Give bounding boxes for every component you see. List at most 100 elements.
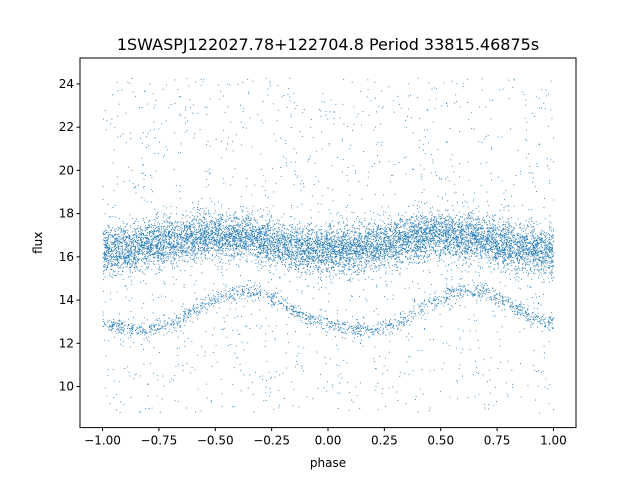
data-point: [510, 254, 511, 256]
data-point: [232, 236, 234, 238]
data-point: [328, 258, 329, 259]
data-point: [523, 267, 525, 269]
data-point: [340, 256, 342, 258]
data-point: [181, 239, 183, 241]
data-point: [536, 243, 538, 245]
data-point: [518, 246, 520, 247]
data-point: [338, 221, 340, 223]
data-point: [240, 245, 241, 247]
data-point: [167, 260, 169, 262]
data-point: [370, 268, 372, 270]
data-point: [532, 244, 533, 246]
data-point: [420, 249, 421, 250]
data-point: [354, 237, 356, 238]
data-point: [298, 265, 300, 266]
data-point: [323, 235, 325, 237]
data-point: [134, 220, 136, 222]
data-point: [484, 231, 486, 233]
data-point: [530, 268, 531, 270]
data-point: [492, 231, 494, 233]
data-point: [407, 244, 408, 245]
data-point: [530, 261, 532, 263]
data-point: [410, 225, 412, 227]
data-point: [105, 239, 107, 241]
data-point: [182, 223, 184, 225]
data-point: [503, 247, 505, 249]
data-point: [138, 270, 140, 272]
data-point: [221, 217, 223, 219]
data-point: [392, 229, 394, 231]
data-point: [513, 260, 514, 262]
data-point: [423, 255, 425, 257]
data-point: [267, 252, 269, 254]
data-point: [300, 261, 302, 262]
data-point: [270, 217, 272, 218]
data-point: [259, 229, 261, 231]
data-point: [499, 254, 501, 255]
data-point: [175, 237, 177, 238]
data-point: [464, 244, 466, 245]
data-point: [198, 237, 199, 239]
data-point: [524, 237, 526, 239]
data-point: [335, 240, 337, 242]
data-point: [153, 231, 155, 233]
data-point: [428, 228, 430, 230]
data-point: [484, 253, 486, 255]
data-point: [506, 239, 508, 241]
data-point: [333, 267, 335, 269]
data-point: [117, 226, 119, 228]
data-point: [104, 259, 105, 261]
data-point: [203, 249, 204, 250]
data-point: [369, 229, 370, 231]
data-point: [327, 235, 328, 237]
data-point: [279, 245, 281, 247]
data-point: [462, 265, 463, 266]
data-point: [137, 268, 138, 270]
data-point: [335, 259, 337, 261]
data-point: [242, 247, 244, 249]
data-point: [378, 250, 380, 252]
data-point: [124, 253, 126, 255]
data-point: [171, 245, 173, 247]
data-point: [111, 265, 113, 267]
data-point: [303, 254, 305, 256]
data-point: [125, 262, 127, 264]
data-point: [452, 232, 454, 233]
data-point: [365, 235, 366, 237]
data-point: [152, 241, 153, 243]
data-point: [194, 253, 196, 255]
data-point: [443, 232, 445, 234]
data-point: [190, 229, 191, 231]
data-point: [387, 237, 389, 239]
data-point: [363, 241, 365, 242]
data-point: [467, 224, 469, 226]
data-point: [514, 268, 516, 269]
data-point: [192, 224, 194, 226]
data-point: [134, 227, 135, 229]
data-point: [488, 229, 490, 231]
data-point: [436, 221, 438, 223]
data-point: [499, 240, 501, 241]
data-point: [362, 256, 364, 258]
data-point: [264, 231, 266, 233]
data-point: [474, 236, 476, 238]
data-point: [471, 212, 473, 214]
data-point: [299, 260, 301, 262]
data-point: [307, 223, 309, 225]
data-point: [105, 257, 107, 259]
data-point: [321, 243, 323, 245]
data-point: [474, 248, 476, 250]
data-point: [416, 254, 418, 256]
data-point: [406, 238, 407, 240]
data-point: [199, 240, 201, 242]
data-point: [233, 255, 235, 257]
data-point: [152, 262, 154, 264]
data-point: [475, 235, 477, 237]
data-point: [383, 265, 385, 267]
data-point: [180, 238, 182, 240]
data-point: [341, 247, 343, 248]
data-point: [183, 249, 185, 251]
data-point: [226, 245, 228, 247]
data-point: [129, 236, 130, 238]
data-point: [167, 256, 169, 258]
